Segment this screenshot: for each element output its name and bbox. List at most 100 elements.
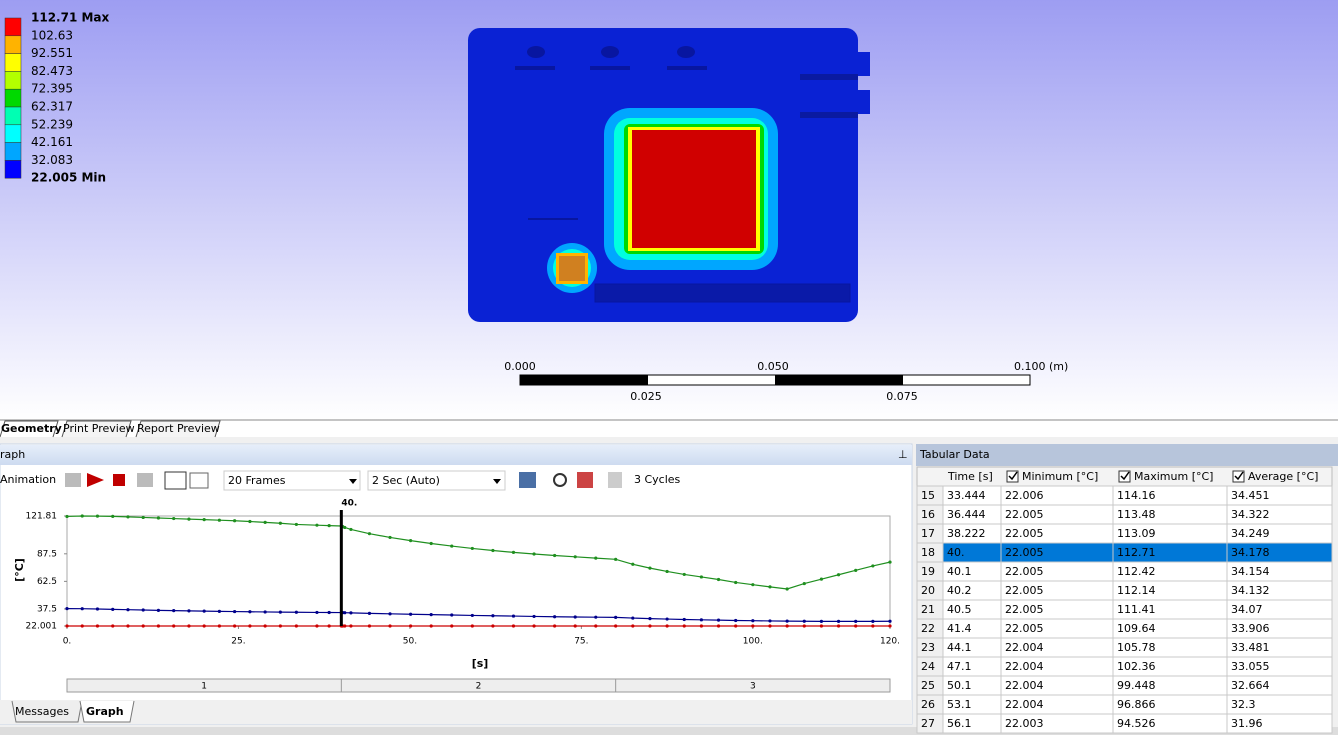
point-marker xyxy=(854,619,858,623)
point-marker xyxy=(156,624,161,628)
point-marker xyxy=(594,556,598,560)
point-marker xyxy=(349,527,353,532)
dropdown-value[interactable]: 20 Frames xyxy=(228,474,286,487)
cell-text: 20 xyxy=(921,584,935,597)
tab[interactable] xyxy=(61,420,132,438)
column-checkbox[interactable] xyxy=(1006,470,1019,483)
point-marker xyxy=(278,624,282,628)
point-marker xyxy=(470,624,474,628)
point-marker xyxy=(327,610,331,615)
cell-text: 22.004 xyxy=(1005,641,1044,654)
point-marker xyxy=(429,624,433,628)
point-marker xyxy=(594,624,598,628)
cursor-label: 40. xyxy=(341,499,357,509)
cell-text: 96.866 xyxy=(1117,698,1156,711)
y-tick-label: 22.001 xyxy=(26,622,58,632)
column-header: Minimum [°C] xyxy=(1022,470,1098,483)
point-marker xyxy=(751,583,755,587)
point-marker xyxy=(734,624,738,628)
point-marker xyxy=(172,609,176,613)
legend-label: 112.71 Max xyxy=(31,11,110,25)
status-bar xyxy=(0,727,1338,735)
cell-text: 26 xyxy=(921,698,935,711)
cell-text: 40.2 xyxy=(947,584,972,597)
point-marker xyxy=(327,524,331,528)
frames-dropdown[interactable] xyxy=(223,470,361,491)
bottom-tab-label[interactable]: Messages xyxy=(15,705,69,718)
y-tick-label: 37.5 xyxy=(37,604,57,614)
point-marker xyxy=(263,610,267,614)
cell-text: 22.005 xyxy=(1005,565,1044,578)
table-cell[interactable] xyxy=(1226,713,1333,734)
x-tick-label: 100. xyxy=(743,637,763,647)
cell-text: 36.444 xyxy=(947,508,986,521)
cell-text: 22.004 xyxy=(1005,698,1044,711)
pin-icon[interactable]: ⊥ xyxy=(898,448,908,461)
point-marker xyxy=(367,624,372,628)
legend-label: 62.317 xyxy=(31,100,73,114)
point-marker xyxy=(248,519,252,524)
step-label[interactable]: 1 xyxy=(201,682,207,692)
point-marker xyxy=(315,523,319,527)
tab-label[interactable]: Report Preview xyxy=(137,422,220,435)
point-marker xyxy=(532,624,536,628)
point-marker xyxy=(126,515,130,519)
cell-text: 41.4 xyxy=(947,622,972,635)
point-marker xyxy=(768,624,772,628)
point-marker xyxy=(553,615,557,619)
cell-text: 112.71 xyxy=(1117,546,1156,559)
column-checkbox[interactable] xyxy=(1118,470,1131,483)
point-marker xyxy=(888,619,892,623)
toolbar-label: 3 Cycles xyxy=(634,473,681,486)
point-marker xyxy=(532,614,536,619)
dropdown-value[interactable]: 2 Sec (Auto) xyxy=(372,474,440,487)
point-marker xyxy=(836,619,841,623)
cell-text: 22 xyxy=(921,622,935,635)
point-marker xyxy=(511,614,516,618)
point-marker xyxy=(294,522,298,527)
bottom-tab-label[interactable]: Graph xyxy=(86,705,124,718)
point-marker xyxy=(111,624,115,628)
point-marker xyxy=(294,624,298,628)
cell-text: 22.003 xyxy=(1005,717,1044,730)
cell-text: 22.005 xyxy=(1005,584,1044,597)
point-marker xyxy=(553,553,557,558)
point-marker xyxy=(343,525,347,530)
legend-swatch xyxy=(4,106,22,126)
series-line xyxy=(66,607,891,622)
point-marker xyxy=(429,541,433,546)
legend-swatch xyxy=(4,71,22,90)
cell-text: 113.48 xyxy=(1117,508,1156,521)
point-marker xyxy=(648,624,652,628)
point-marker xyxy=(532,552,536,556)
x-axis-label: [s] xyxy=(472,657,489,670)
point-marker xyxy=(202,624,206,628)
point-marker xyxy=(111,607,115,611)
point-marker xyxy=(734,580,738,585)
table-title: Tabular Data xyxy=(919,448,990,461)
cell-text: 16 xyxy=(921,508,935,521)
bottom-tab[interactable] xyxy=(79,700,135,723)
check xyxy=(1234,471,1244,481)
cell-text: 33.055 xyxy=(1231,660,1270,673)
point-marker xyxy=(470,546,474,551)
panel-title: raph xyxy=(0,448,25,461)
toolbar-label[interactable]: Animation xyxy=(0,473,56,486)
tab-label[interactable]: Geometry xyxy=(1,422,62,435)
cell-text: 109.64 xyxy=(1117,622,1156,635)
point-marker xyxy=(233,624,237,628)
step-label[interactable]: 3 xyxy=(750,682,756,692)
bottom-tab[interactable] xyxy=(11,700,83,723)
step-label[interactable]: 2 xyxy=(476,682,482,692)
duration-dropdown[interactable] xyxy=(367,470,506,491)
column-checkbox[interactable] xyxy=(1232,470,1245,483)
check xyxy=(1008,471,1018,481)
point-marker xyxy=(854,624,858,628)
point-marker xyxy=(233,519,237,523)
cell-text: 22.005 xyxy=(1005,603,1044,616)
tab[interactable] xyxy=(0,420,59,438)
tab[interactable] xyxy=(135,420,221,438)
point-marker xyxy=(553,624,557,628)
point-marker xyxy=(248,610,252,614)
tab-label[interactable]: Print Preview xyxy=(63,422,135,435)
